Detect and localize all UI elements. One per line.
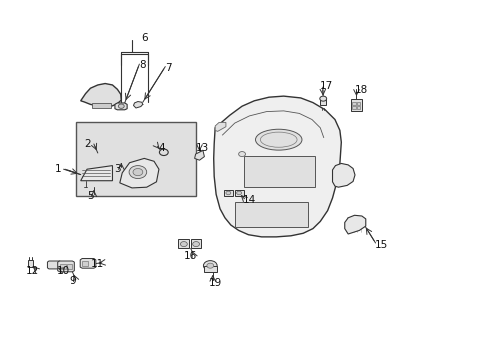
Text: 9: 9 [69, 276, 76, 286]
Circle shape [238, 152, 245, 157]
Bar [82, 261, 88, 266]
Bar [356, 102, 360, 105]
Bar [204, 266, 216, 272]
Text: 13: 13 [196, 143, 209, 153]
Text: 17: 17 [319, 81, 333, 91]
Circle shape [118, 104, 124, 108]
Circle shape [206, 263, 213, 268]
Circle shape [203, 261, 217, 271]
Text: 10: 10 [57, 266, 70, 276]
Polygon shape [332, 163, 354, 187]
Polygon shape [81, 84, 121, 107]
Circle shape [129, 166, 146, 179]
Polygon shape [80, 258, 96, 268]
Text: 4: 4 [158, 143, 164, 153]
Text: 6: 6 [141, 33, 147, 43]
Polygon shape [58, 261, 74, 272]
Bar [234, 190, 243, 196]
Bar [190, 239, 201, 248]
Circle shape [225, 191, 230, 195]
Text: 18: 18 [354, 85, 368, 95]
Bar [244, 156, 315, 187]
Bar [178, 239, 189, 248]
Bar [76, 122, 195, 196]
Bar [350, 99, 361, 111]
Circle shape [159, 149, 168, 156]
Ellipse shape [255, 129, 302, 150]
Bar [224, 190, 232, 196]
Polygon shape [120, 158, 159, 188]
Polygon shape [81, 166, 112, 181]
Bar [60, 264, 65, 269]
Text: 16: 16 [183, 251, 197, 261]
Text: 12: 12 [26, 266, 40, 276]
Bar [351, 102, 355, 105]
Text: 1: 1 [54, 164, 61, 174]
Bar [92, 103, 111, 108]
Text: 15: 15 [374, 240, 387, 250]
Text: 5: 5 [87, 191, 94, 201]
Polygon shape [133, 102, 142, 108]
Circle shape [319, 96, 326, 101]
Text: 7: 7 [165, 63, 172, 73]
Bar [351, 106, 355, 109]
Polygon shape [344, 215, 365, 234]
Polygon shape [47, 261, 61, 269]
Text: 2: 2 [84, 139, 91, 149]
Bar [66, 264, 72, 269]
Polygon shape [215, 122, 225, 131]
Text: 19: 19 [208, 278, 222, 288]
Bar [234, 202, 307, 227]
Text: 3: 3 [114, 164, 121, 174]
Polygon shape [213, 96, 341, 237]
Text: 8: 8 [139, 60, 146, 70]
Polygon shape [194, 150, 204, 160]
Bar [320, 99, 325, 105]
Circle shape [192, 242, 199, 247]
Text: 11: 11 [91, 258, 104, 269]
Circle shape [133, 168, 142, 176]
Circle shape [236, 191, 241, 195]
Text: 14: 14 [242, 195, 256, 205]
Bar [28, 260, 33, 267]
Polygon shape [115, 103, 127, 110]
Circle shape [180, 242, 187, 247]
Bar [356, 106, 360, 109]
